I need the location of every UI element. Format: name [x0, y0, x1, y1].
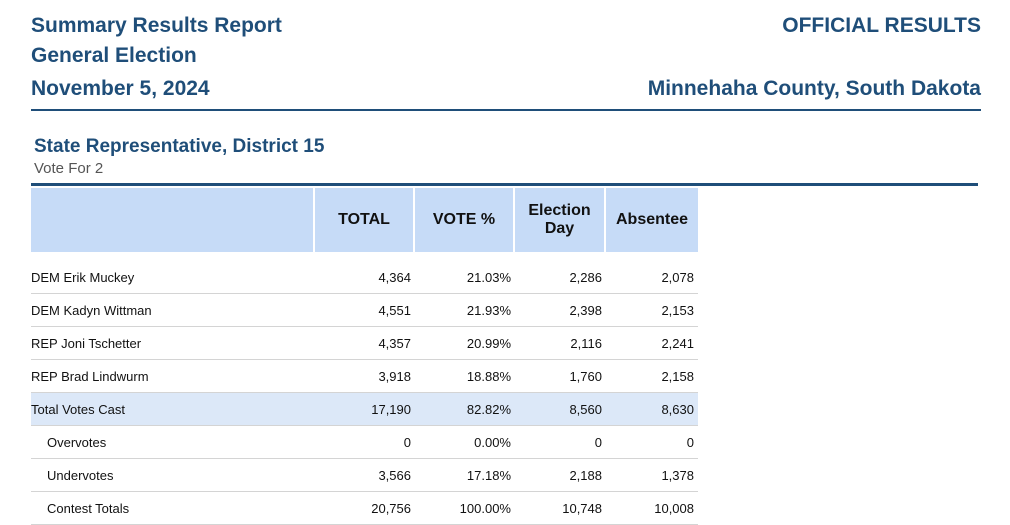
vote-pct-cell: 18.88%	[415, 360, 515, 393]
total-cell: 3,918	[315, 360, 415, 393]
total-cell: 4,364	[315, 261, 415, 294]
election-day-cell: 8,560	[515, 393, 606, 426]
election-day-cell: 10,748	[515, 492, 606, 525]
header-divider	[31, 109, 981, 111]
election-day-cell: 1,760	[515, 360, 606, 393]
absentee-cell: 0	[606, 426, 698, 459]
total-cell: 17,190	[315, 393, 415, 426]
results-status: OFFICIAL RESULTS	[782, 14, 981, 37]
candidate-name: REP Brad Lindwurm	[31, 360, 315, 393]
row-label: Contest Totals	[31, 492, 315, 525]
absentee-cell: 2,078	[606, 261, 698, 294]
table-row: REP Brad Lindwurm 3,918 18.88% 1,760 2,1…	[31, 360, 698, 393]
table-spacer	[31, 252, 698, 261]
vote-pct-cell: 82.82%	[415, 393, 515, 426]
election-day-cell: 2,116	[515, 327, 606, 360]
absentee-cell: 2,241	[606, 327, 698, 360]
absentee-cell: 8,630	[606, 393, 698, 426]
contest-divider	[31, 183, 978, 186]
candidate-name: DEM Kadyn Wittman	[31, 294, 315, 327]
absentee-cell: 10,008	[606, 492, 698, 525]
election-day-cell: 0	[515, 426, 606, 459]
total-cell: 20,756	[315, 492, 415, 525]
header-absentee: Absentee	[606, 188, 698, 252]
vote-pct-cell: 100.00%	[415, 492, 515, 525]
absentee-cell: 2,153	[606, 294, 698, 327]
election-date: November 5, 2024	[31, 77, 210, 100]
absentee-cell: 2,158	[606, 360, 698, 393]
election-day-cell: 2,188	[515, 459, 606, 492]
candidate-name: DEM Erik Muckey	[31, 261, 315, 294]
vote-pct-cell: 17.18%	[415, 459, 515, 492]
undervotes-row: Undervotes 3,566 17.18% 2,188 1,378	[31, 459, 698, 492]
header-election-day: Election Day	[515, 188, 606, 252]
header-choice	[31, 188, 315, 252]
overvotes-row: Overvotes 0 0.00% 0 0	[31, 426, 698, 459]
jurisdiction: Minnehaha County, South Dakota	[647, 77, 981, 100]
contest-totals-row: Contest Totals 20,756 100.00% 10,748 10,…	[31, 492, 698, 525]
total-cell: 0	[315, 426, 415, 459]
table-header-row: TOTAL VOTE % Election Day Absentee	[31, 188, 698, 252]
election-day-cell: 2,398	[515, 294, 606, 327]
row-label: Overvotes	[31, 426, 315, 459]
election-day-cell: 2,286	[515, 261, 606, 294]
total-cell: 4,551	[315, 294, 415, 327]
header-total: TOTAL	[315, 188, 415, 252]
vote-pct-cell: 20.99%	[415, 327, 515, 360]
vote-for-label: Vote For 2	[34, 160, 104, 177]
election-name: General Election	[31, 44, 197, 67]
results-table: TOTAL VOTE % Election Day Absentee DEM E…	[31, 188, 698, 525]
total-cell: 4,357	[315, 327, 415, 360]
row-label: Total Votes Cast	[31, 393, 315, 426]
table-row: DEM Kadyn Wittman 4,551 21.93% 2,398 2,1…	[31, 294, 698, 327]
table-row: REP Joni Tschetter 4,357 20.99% 2,116 2,…	[31, 327, 698, 360]
vote-pct-cell: 21.93%	[415, 294, 515, 327]
header-vote-pct: VOTE %	[415, 188, 515, 252]
vote-pct-cell: 21.03%	[415, 261, 515, 294]
contest-title: State Representative, District 15	[34, 136, 325, 157]
candidate-name: REP Joni Tschetter	[31, 327, 315, 360]
total-cell: 3,566	[315, 459, 415, 492]
absentee-cell: 1,378	[606, 459, 698, 492]
report-title: Summary Results Report	[31, 14, 282, 37]
row-label: Undervotes	[31, 459, 315, 492]
table-row: DEM Erik Muckey 4,364 21.03% 2,286 2,078	[31, 261, 698, 294]
vote-pct-cell: 0.00%	[415, 426, 515, 459]
total-votes-cast-row: Total Votes Cast 17,190 82.82% 8,560 8,6…	[31, 393, 698, 426]
